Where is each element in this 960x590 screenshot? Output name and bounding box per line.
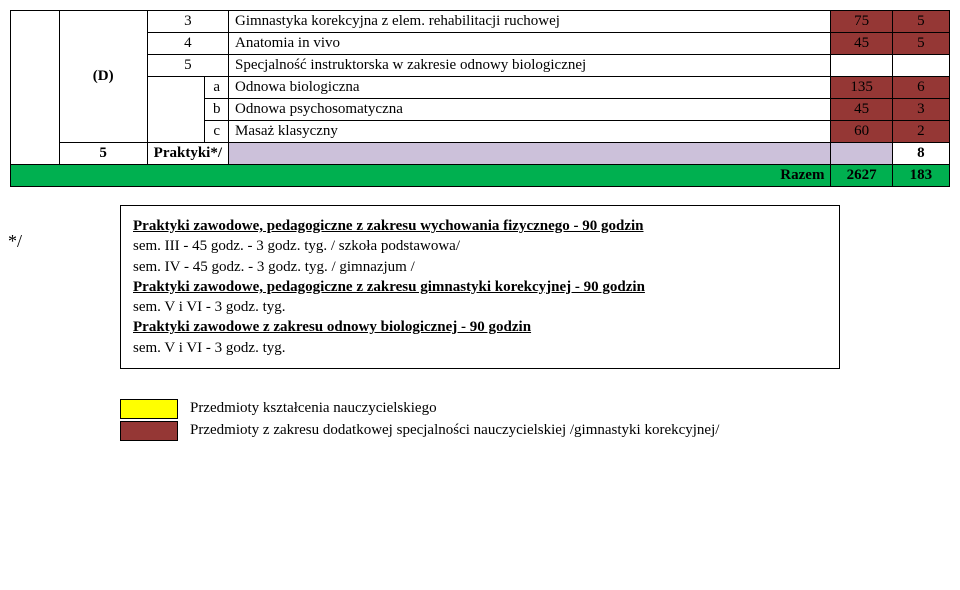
- internship-line1: Praktyki zawodowe, pedagogiczne z zakres…: [133, 216, 827, 236]
- row-val2: 6: [892, 77, 949, 99]
- praktyki-blank-desc: [229, 143, 831, 165]
- legend-row-1: Przedmioty kształcenia nauczycielskiego: [120, 399, 950, 419]
- internship-line3: sem. IV - 45 godz. - 3 godz. tyg. / gimn…: [133, 257, 827, 277]
- internship-box: Praktyki zawodowe, pedagogiczne z zakres…: [120, 205, 840, 369]
- legend-text-1: Przedmioty kształcenia nauczycielskiego: [190, 400, 437, 417]
- praktyki-val1: [831, 143, 892, 165]
- table-row: 5 Specjalność instruktorska w zakresie o…: [11, 55, 950, 77]
- internship-line4: Praktyki zawodowe, pedagogiczne z zakres…: [133, 277, 827, 297]
- internship-line2: sem. III - 45 godz. - 3 godz. tyg. / szk…: [133, 236, 827, 256]
- praktyki-num: 5: [59, 143, 147, 165]
- group-cell: [11, 11, 60, 165]
- row-val1: 45: [831, 33, 892, 55]
- row-val2: 5: [892, 33, 949, 55]
- curriculum-table: (D) 3 Gimnastyka korekcyjna z elem. reha…: [10, 10, 950, 187]
- praktyki-val2: 8: [892, 143, 949, 165]
- row-val1: [831, 55, 892, 77]
- row-num: a: [205, 77, 229, 99]
- internship-line5: sem. V i VI - 3 godz. tyg.: [133, 297, 827, 317]
- legend: Przedmioty kształcenia nauczycielskiego …: [120, 399, 950, 441]
- razem-val2: 183: [892, 165, 949, 187]
- row-num: b: [205, 99, 229, 121]
- group-d-label: (D): [59, 11, 147, 143]
- spacer-cell: [147, 77, 205, 143]
- row-desc: Odnowa psychosomatyczna: [229, 99, 831, 121]
- row-val1: 135: [831, 77, 892, 99]
- praktyki-label: Praktyki*/: [147, 143, 228, 165]
- internship-line6: Praktyki zawodowe z zakresu odnowy biolo…: [133, 317, 827, 337]
- table-row: 4 Anatomia in vivo 45 5: [11, 33, 950, 55]
- razem-row: Razem 2627 183: [11, 165, 950, 187]
- praktyki-row: 5 Praktyki*/ 8: [11, 143, 950, 165]
- razem-label: Razem: [11, 165, 831, 187]
- row-desc: Odnowa biologiczna: [229, 77, 831, 99]
- table-row: (D) 3 Gimnastyka korekcyjna z elem. reha…: [11, 11, 950, 33]
- swatch-yellow: [120, 399, 178, 419]
- footnote-marker: */: [8, 231, 22, 252]
- row-val2: 5: [892, 11, 949, 33]
- row-val1: 75: [831, 11, 892, 33]
- swatch-brown: [120, 421, 178, 441]
- row-num: 3: [147, 11, 228, 33]
- table-row: a Odnowa biologiczna 135 6: [11, 77, 950, 99]
- internship-line7: sem. V i VI - 3 godz. tyg.: [133, 338, 827, 358]
- razem-val1: 2627: [831, 165, 892, 187]
- row-desc: Anatomia in vivo: [229, 33, 831, 55]
- row-desc: Specjalność instruktorska w zakresie odn…: [229, 55, 831, 77]
- row-num: 4: [147, 33, 228, 55]
- legend-row-2: Przedmioty z zakresu dodatkowej specjaln…: [120, 421, 950, 441]
- row-desc: Masaż klasyczny: [229, 121, 831, 143]
- row-desc: Gimnastyka korekcyjna z elem. rehabilita…: [229, 11, 831, 33]
- row-val2: [892, 55, 949, 77]
- legend-text-2: Przedmioty z zakresu dodatkowej specjaln…: [190, 422, 719, 439]
- row-num: c: [205, 121, 229, 143]
- row-val2: 3: [892, 99, 949, 121]
- row-val2: 2: [892, 121, 949, 143]
- row-num: 5: [147, 55, 228, 77]
- row-val1: 45: [831, 99, 892, 121]
- row-val1: 60: [831, 121, 892, 143]
